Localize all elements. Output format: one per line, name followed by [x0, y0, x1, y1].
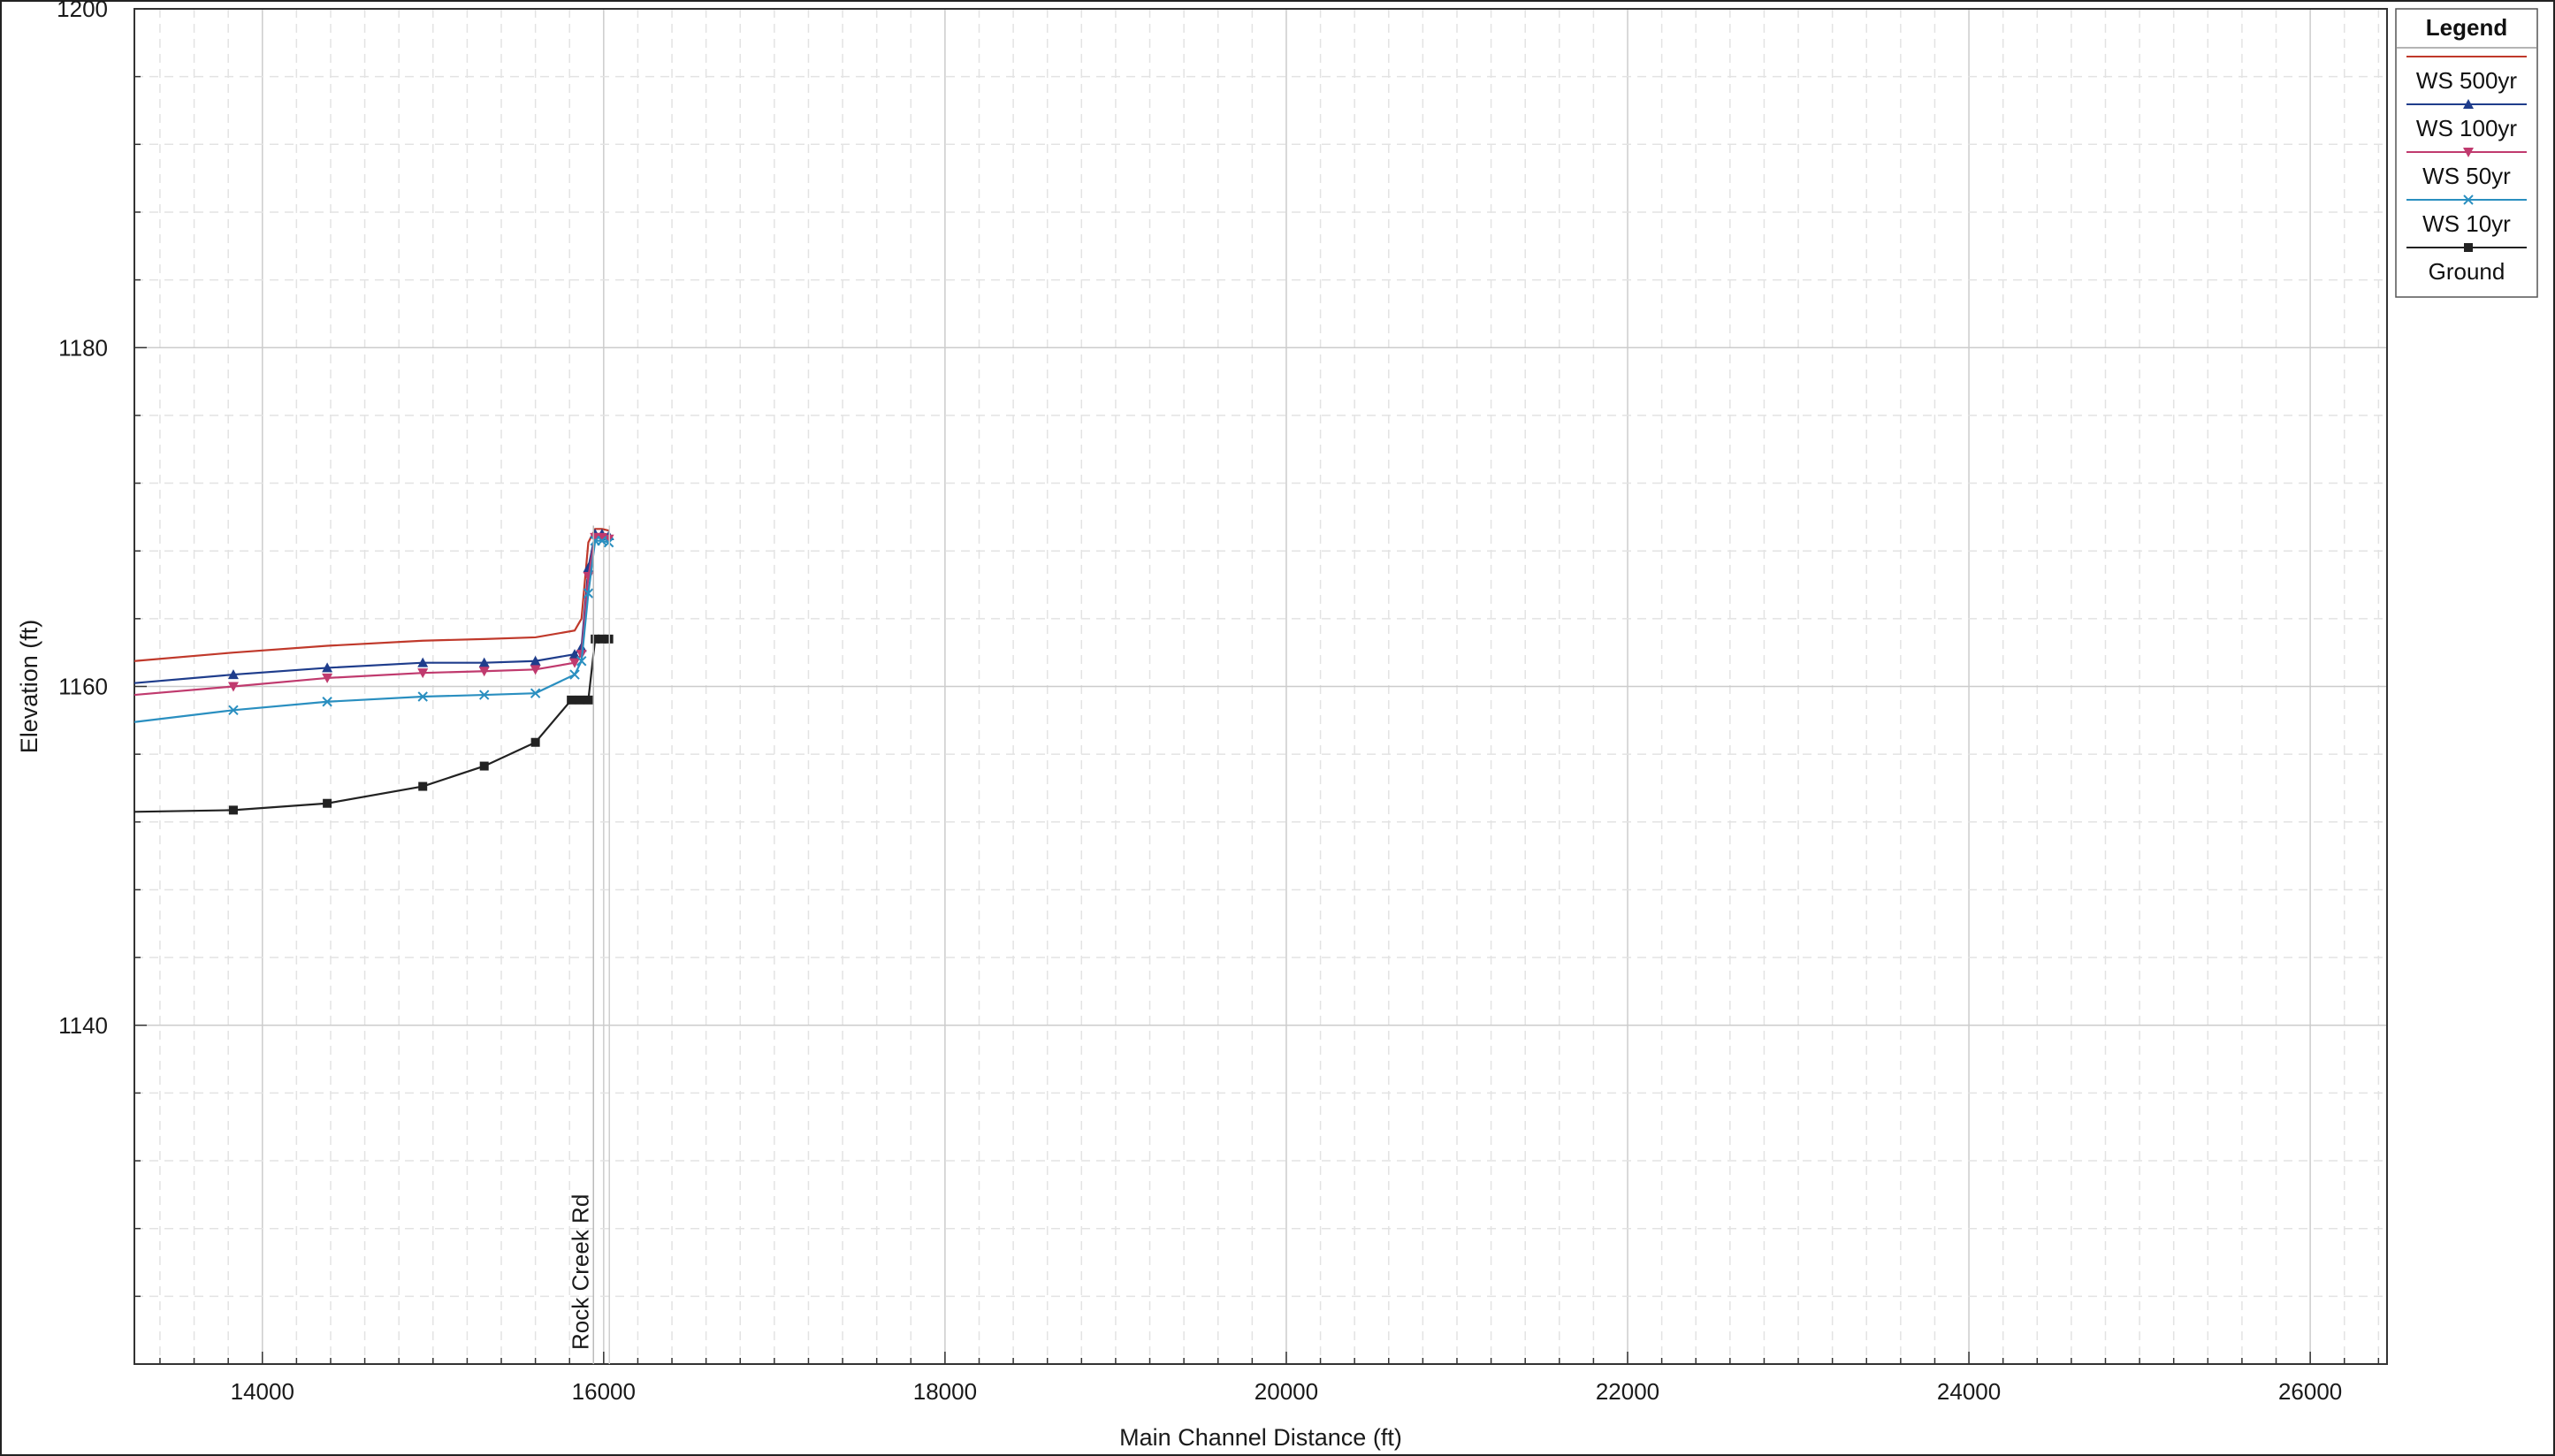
point-marker	[227, 669, 239, 680]
point-marker	[478, 667, 490, 677]
point-marker	[479, 761, 489, 771]
point-marker	[227, 682, 239, 692]
legend-label: WS 50yr	[2422, 163, 2511, 189]
point-marker	[583, 695, 593, 705]
point-marker	[575, 695, 584, 705]
legend-label: Ground	[2429, 258, 2505, 285]
legend-item: Ground	[2406, 243, 2527, 285]
axis-ticks: 14000 16000 18000 20000 22000 24000 26000 1140 1…	[57, 0, 2380, 1405]
legend-label: WS 100yr	[2416, 115, 2517, 141]
point-marker	[530, 655, 541, 666]
series-ws-500yr	[133, 528, 609, 662]
point-marker	[323, 798, 332, 808]
point-marker	[569, 658, 581, 668]
point-marker	[417, 657, 429, 667]
point-marker	[530, 665, 541, 675]
x-tick-label: 26000	[2278, 1378, 2342, 1405]
legend-label: WS 10yr	[2422, 210, 2511, 237]
legend-item: WS 500yr	[2406, 56, 2527, 94]
series-ground	[133, 634, 614, 815]
point-marker	[530, 688, 541, 698]
series-ws-10yr	[133, 535, 614, 723]
point-marker	[478, 657, 490, 667]
x-tick-label: 22000	[1596, 1378, 1659, 1405]
annotation-label: Rock Creek Rd	[567, 1194, 593, 1350]
legend-label: WS 500yr	[2416, 67, 2517, 94]
point-marker	[417, 668, 429, 679]
point-marker	[597, 634, 606, 644]
point-marker	[2463, 99, 2474, 109]
legend-title: Legend	[2426, 14, 2507, 41]
point-marker	[576, 656, 587, 667]
series-layer	[133, 528, 614, 815]
x-tick-label: 14000	[231, 1378, 294, 1405]
x-axis-title: Main Channel Distance (ft)	[1119, 1424, 1402, 1451]
point-marker	[479, 690, 490, 700]
point-marker	[2463, 148, 2474, 157]
y-tick-label: 1140	[58, 1012, 108, 1039]
legend-item: WS 10yr	[2406, 194, 2527, 237]
point-marker	[322, 697, 332, 707]
series-line	[133, 528, 609, 662]
y-tick-label: 1200	[57, 0, 108, 22]
y-axis-title: Elevation (ft)	[16, 620, 42, 754]
x-tick-label: 16000	[572, 1378, 636, 1405]
legend-item: WS 50yr	[2406, 148, 2527, 189]
annotation-layer: Rock Creek Rd	[567, 525, 611, 1364]
point-marker	[591, 634, 600, 644]
point-marker	[590, 532, 601, 543]
x-tick-label: 24000	[1937, 1378, 2001, 1405]
point-marker	[417, 691, 428, 702]
y-tick-label: 1180	[58, 334, 108, 361]
point-marker	[2464, 243, 2473, 252]
point-marker	[322, 673, 333, 683]
x-tick-label: 18000	[913, 1378, 977, 1405]
point-marker	[569, 649, 581, 659]
legend: Legend WS 500yr WS 100yr WS 50yr WS 10yr Grou…	[2395, 8, 2538, 298]
point-marker	[583, 588, 594, 598]
point-marker	[530, 737, 540, 747]
point-marker	[322, 662, 333, 673]
point-marker	[418, 781, 428, 791]
x-tick-label: 20000	[1255, 1378, 1318, 1405]
point-marker	[569, 669, 580, 680]
point-marker	[228, 805, 238, 815]
point-marker	[2463, 194, 2474, 205]
point-marker	[228, 705, 239, 716]
y-tick-label: 1160	[58, 674, 108, 700]
legend-item: WS 100yr	[2406, 99, 2527, 141]
point-marker	[567, 695, 576, 705]
